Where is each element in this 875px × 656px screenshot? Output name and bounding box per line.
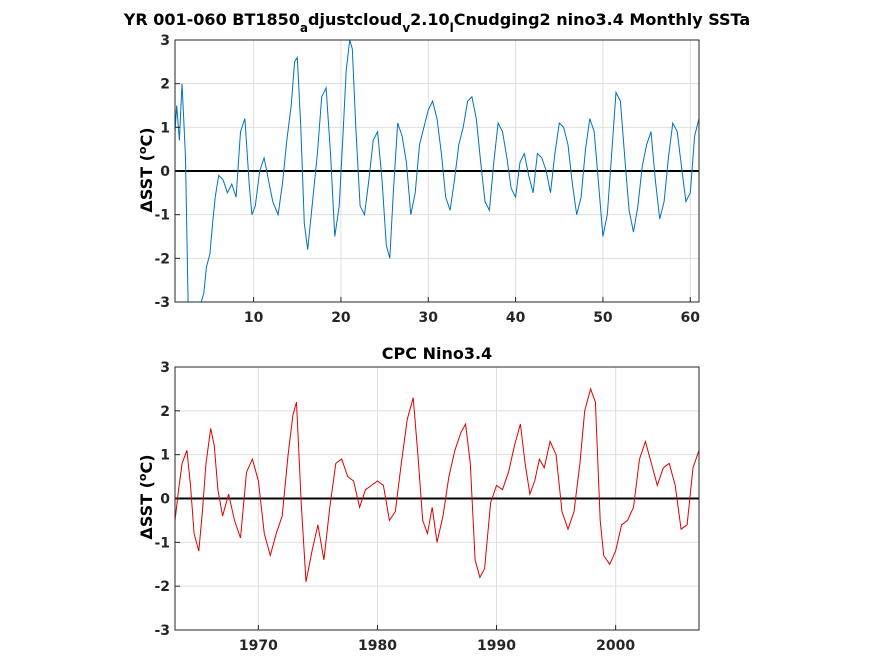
top-x-tick-label: 60 <box>681 310 701 326</box>
bottom-y-tick-label: 0 <box>160 492 170 508</box>
bottom-y-tick-label: -2 <box>154 579 170 595</box>
bottom-y-axis-label: ΔSST (oC) <box>136 454 156 539</box>
bottom-y-tick-label: -3 <box>154 623 170 639</box>
bottom-panel: CPC Nino3.4 1970 1980 1990 2000 -3-2-10123 … <box>136 344 700 654</box>
top-sst-series-line <box>174 39 700 303</box>
top-panel: YR 001-060 BT1850adjustcloudv2.10lCnudgi… <box>123 10 750 326</box>
bottom-y-tick-label: 1 <box>160 448 170 464</box>
top-y-tick-label: -3 <box>154 295 170 311</box>
top-y-tick-label: -1 <box>154 208 170 224</box>
bottom-y-tick-label: 2 <box>160 404 170 420</box>
top-x-tick-label: 40 <box>506 310 526 326</box>
bottom-y-tick-label: -1 <box>154 535 170 551</box>
bottom-y-tick-label: 3 <box>160 360 170 376</box>
bottom-x-tick-label: 1970 <box>239 638 278 654</box>
top-x-tick-label: 30 <box>419 310 439 326</box>
bottom-x-tick-labels: 1970 1980 1990 2000 <box>239 625 635 654</box>
bottom-x-tick-label: 1980 <box>358 638 397 654</box>
bottom-x-tick-label: 2000 <box>596 638 635 654</box>
top-y-tick-label: 0 <box>160 164 170 180</box>
top-y-tick-label: -2 <box>154 251 170 267</box>
top-y-tick-label: 3 <box>160 33 170 49</box>
top-y-tick-label: 2 <box>160 77 170 93</box>
top-y-tick-label: 1 <box>160 120 170 136</box>
top-x-tick-label: 50 <box>593 310 613 326</box>
top-y-tick-labels: -3 -2 -1 0 1 2 3 <box>154 33 180 311</box>
top-x-tick-label: 20 <box>331 310 351 326</box>
top-y-axis-label: ΔSST (oC) <box>136 127 156 212</box>
bottom-panel-title: CPC Nino3.4 <box>382 344 492 363</box>
top-x-tick-label: 10 <box>244 310 264 326</box>
top-x-tick-labels: 10 20 30 40 50 60 <box>244 297 700 326</box>
bottom-x-tick-label: 1990 <box>477 638 516 654</box>
bottom-sst-series-line <box>174 387 700 582</box>
top-panel-title: YR 001-060 BT1850adjustcloudv2.10lCnudgi… <box>123 10 750 35</box>
bottom-y-tick-labels: -3 -2 -1 0 1 2 3 <box>154 360 180 639</box>
